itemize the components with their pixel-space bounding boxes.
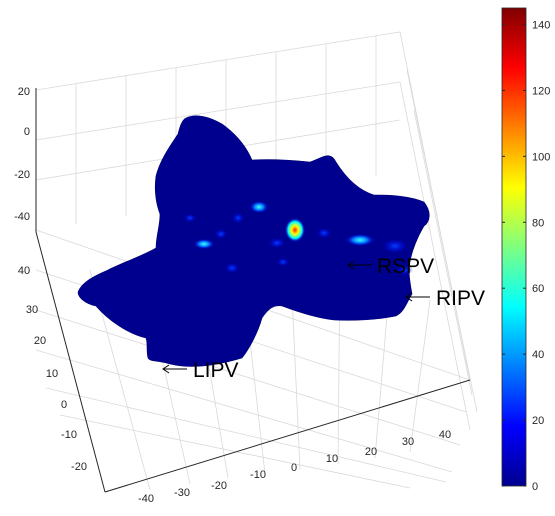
x-tick-label: -20: [211, 480, 227, 492]
annotation-label: RSPV: [377, 255, 434, 278]
hotspot: [317, 228, 331, 238]
z-tick-label: -40: [14, 211, 30, 223]
annotation-rspv: RSPV: [347, 255, 434, 278]
y-tick-label: -10: [61, 429, 77, 441]
axis-lines: [35, 88, 471, 493]
x-tick-label: -40: [138, 493, 154, 505]
colorbar-tick-label: 20: [532, 415, 544, 427]
x-tick-label: 30: [402, 436, 414, 448]
colorbar-tick-label: 0: [532, 481, 538, 493]
x-axis: -40 -30 -20 -10 0 10 20 30 40: [138, 429, 451, 505]
colorbar-tick-label: 100: [532, 151, 550, 163]
z-tick-label: 0: [24, 126, 30, 138]
hotspot: [346, 234, 374, 246]
hotspot: [383, 239, 407, 253]
hotspot: [269, 238, 285, 248]
x-tick-label: 0: [291, 462, 297, 474]
annotations: RSPV RIPV LIPV: [162, 255, 485, 382]
hotspot: [215, 229, 227, 239]
z-tick-label: -20: [14, 169, 30, 181]
surface-body: [77, 115, 430, 367]
colorbar-gradient: [501, 7, 527, 487]
colorbar: 140 120 100 80 60 40 20 0: [501, 7, 550, 493]
y-tick-label: 40: [18, 265, 30, 277]
annotation-lipv: LIPV: [162, 359, 239, 382]
hotspot: [232, 213, 244, 223]
axes-grid: [35, 31, 478, 491]
x-tick-label: 10: [326, 453, 338, 465]
colorbar-tick-label: 80: [532, 217, 544, 229]
colorbar-tick-label: 140: [532, 19, 550, 31]
y-tick-label: 30: [26, 304, 38, 316]
z-axis: 20 0 -20 -40: [14, 86, 30, 223]
y-axis: 40 30 20 10 0 -10 -20: [18, 265, 87, 473]
surface: [77, 115, 430, 367]
colorbar-tick-label: 40: [532, 349, 544, 361]
y-tick-label: -20: [71, 461, 87, 473]
y-tick-label: 20: [34, 335, 46, 347]
y-tick-label: 10: [46, 368, 58, 380]
x-tick-label: 40: [439, 429, 451, 441]
hotspot: [277, 258, 289, 266]
hotspot: [225, 263, 239, 273]
z-tick-label: 20: [18, 86, 30, 98]
x-tick-label: -10: [250, 469, 266, 481]
colorbar-tick-label: 60: [532, 283, 544, 295]
colorbar-ticks: 140 120 100 80 60 40 20 0: [502, 19, 550, 493]
annotation-label: RIPV: [436, 287, 485, 310]
hotspot: [184, 214, 196, 222]
y-tick-label: 0: [61, 399, 67, 411]
annotation-ripv: RIPV: [405, 287, 485, 310]
annotation-label: LIPV: [193, 359, 239, 382]
x-tick-label: 20: [365, 446, 377, 458]
hotspot: [250, 201, 268, 213]
colorbar-tick-label: 120: [532, 85, 550, 97]
x-tick-label: -30: [174, 487, 190, 499]
hotspot: [285, 218, 305, 242]
hotspot: [397, 265, 413, 275]
hotspot: [194, 239, 214, 249]
